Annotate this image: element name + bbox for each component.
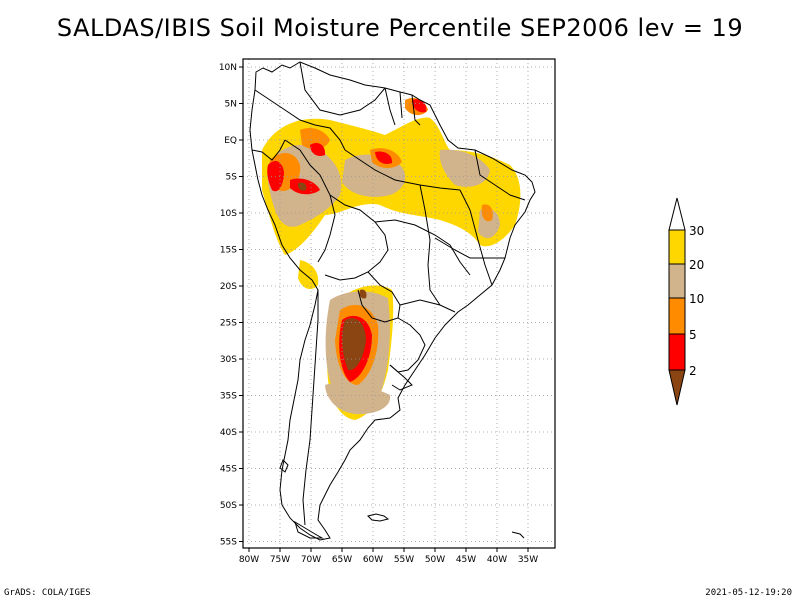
border-brazil-states-2 xyxy=(419,184,441,306)
legend-swatch-2-5 xyxy=(668,333,686,371)
border-guianas xyxy=(384,87,421,126)
border-bolivia xyxy=(324,194,389,281)
legend-swatch-20-30 xyxy=(668,229,686,265)
legend-swatch-5-10 xyxy=(668,297,686,335)
lat-tick-label: 5S xyxy=(226,173,238,183)
lat-tick-label: 40S xyxy=(220,428,237,438)
border-brazil-states-3 xyxy=(459,189,493,286)
legend-swatch-below-2 xyxy=(668,369,686,406)
lat-tick-label: EQ xyxy=(224,136,237,146)
lat-tick-label: 15S xyxy=(220,246,237,256)
legend-label-20: 20 xyxy=(689,258,704,272)
border-colombia xyxy=(254,89,346,151)
border-uruguay xyxy=(389,364,413,391)
lon-tick-label: 55W xyxy=(394,555,414,565)
tierra-del-fuego xyxy=(294,520,324,539)
shade-below-2-pampas xyxy=(342,318,366,371)
shade-2-5-guiana xyxy=(412,99,427,113)
shade-2-5-amazon xyxy=(375,151,393,164)
footer-source: GrADS: COLA/IGES xyxy=(4,588,91,598)
lon-tick-label: 60W xyxy=(363,555,383,565)
island-chile-south xyxy=(279,459,289,473)
lon-tick-label: 40W xyxy=(487,555,507,565)
shade-10-20-east xyxy=(439,149,490,187)
shade-10-20-pampas-south xyxy=(325,383,391,415)
longitude-labels: 80W 75W 70W 65W 60W 55W 50W 45W 40W 35W xyxy=(239,548,538,565)
legend-swatch-above-30 xyxy=(668,197,686,231)
border-argentina-chile xyxy=(302,290,319,526)
lat-tick-label: 35S xyxy=(220,392,237,402)
border-brazil-states-4 xyxy=(434,237,505,259)
plot-frame xyxy=(242,58,556,549)
map-title: SALDAS/IBIS Soil Moisture Percentile SEP… xyxy=(56,14,744,42)
border-venezuela xyxy=(299,61,386,116)
lat-tick-label: 50S xyxy=(220,501,237,511)
footer-timestamp: 2021-05-12-19:20 xyxy=(705,588,792,598)
island-east xyxy=(511,531,525,539)
legend-label-30: 30 xyxy=(689,224,704,238)
border-brazil-states-5 xyxy=(399,299,456,313)
coastline xyxy=(249,61,536,541)
border-ne-brazil xyxy=(474,149,526,201)
shade-below-2-peru xyxy=(297,182,307,191)
percentile-shading xyxy=(262,98,521,420)
lon-tick-label: 80W xyxy=(239,555,259,565)
border-brazil-north xyxy=(344,149,461,191)
shade-below-2-chaco xyxy=(359,289,367,299)
legend-label-5: 5 xyxy=(689,328,697,342)
lat-tick-label: 25S xyxy=(220,319,237,329)
lat-tick-label: 20S xyxy=(220,282,237,292)
border-ecuador xyxy=(251,139,286,161)
legend-label-10: 10 xyxy=(689,292,704,306)
lon-tick-label: 75W xyxy=(270,555,290,565)
lon-tick-label: 45W xyxy=(456,555,476,565)
falkland-islands xyxy=(367,513,390,522)
lat-tick-label: 45S xyxy=(220,465,237,475)
lon-tick-label: 50W xyxy=(425,555,445,565)
lat-tick-label: 30S xyxy=(220,355,237,365)
legend-swatch-10-20 xyxy=(668,263,686,299)
border-argentina-brazil xyxy=(389,317,426,373)
lat-tick-label: 5N xyxy=(225,100,237,110)
lon-tick-label: 65W xyxy=(332,555,352,565)
border-brazil-states-1 xyxy=(374,219,471,276)
legend-label-2: 2 xyxy=(689,364,697,378)
lat-tick-label: 10N xyxy=(219,63,237,73)
lat-tick-label: 55S xyxy=(220,538,237,548)
colorbar-legend: 30 20 10 5 2 xyxy=(668,197,704,406)
lon-tick-label: 35W xyxy=(518,555,538,565)
lon-tick-label: 70W xyxy=(301,555,321,565)
shade-5-10-north xyxy=(300,128,330,150)
lat-tick-label: 10S xyxy=(220,209,237,219)
latitude-labels: 10N 5N EQ 5S 10S 15S 20S 25S 30S 35S 40S 45S 50S 55S xyxy=(219,63,243,548)
shade-2-5-north xyxy=(310,143,326,156)
